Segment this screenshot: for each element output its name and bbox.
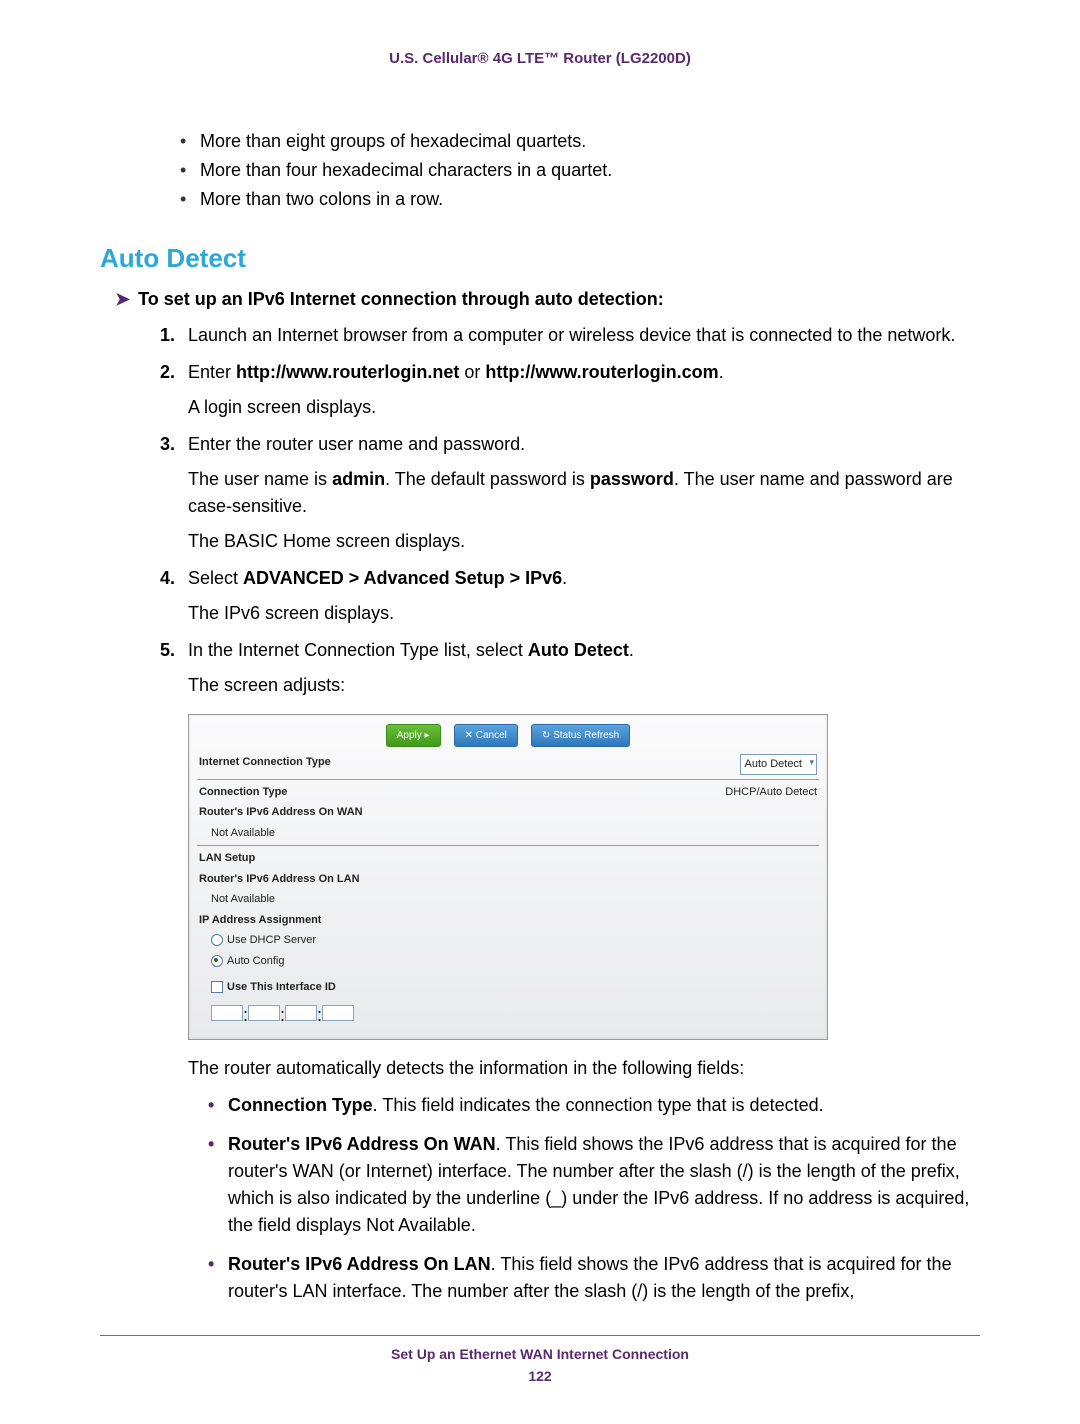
apply-button[interactable]: Apply ▸ <box>386 724 441 747</box>
dhcp-radio[interactable]: Use DHCP Server <box>211 932 316 949</box>
intro-bullet: More than eight groups of hexadecimal qu… <box>180 127 980 156</box>
lan-address-row: Router's IPv6 Address On LAN <box>189 869 827 890</box>
footer-rule <box>100 1335 980 1336</box>
field-name: Router's IPv6 Address On LAN <box>228 1254 491 1274</box>
arrow-icon: ➤ <box>115 289 130 309</box>
steps-list: Launch an Internet browser from a comput… <box>100 322 980 1305</box>
iface-id-input[interactable] <box>211 1005 243 1021</box>
radio-icon <box>211 934 223 946</box>
step-text: Enter <box>188 362 236 382</box>
use-interface-row: Use This Interface ID <box>189 977 827 998</box>
iface-id-input[interactable] <box>322 1005 354 1021</box>
ipv6-config-panel: Apply ▸ ✕ Cancel ↻ Status Refresh Intern… <box>188 714 828 1040</box>
field-desc-item: Connection Type. This field indicates th… <box>208 1092 980 1119</box>
step-text: . <box>629 640 634 660</box>
autoconfig-option-row: Auto Config <box>189 951 827 972</box>
autoconfig-label: Auto Config <box>227 955 284 967</box>
section-heading: Auto Detect <box>100 243 980 274</box>
dhcp-label: Use DHCP Server <box>227 934 316 946</box>
panel-toolbar: Apply ▸ ✕ Cancel ↻ Status Refresh <box>189 715 827 752</box>
footer-page-number: 122 <box>100 1368 980 1384</box>
intro-bullet: More than two colons in a row. <box>180 185 980 214</box>
lan-setup-row: LAN Setup <box>189 848 827 869</box>
footer-title: Set Up an Ethernet WAN Internet Connecti… <box>100 1346 980 1362</box>
interface-id-inputs: ::: <box>189 998 827 1039</box>
radio-checked-icon <box>211 955 223 967</box>
step-paragraph: The screen adjusts: <box>188 672 980 699</box>
step-3: Enter the router user name and password.… <box>160 431 980 555</box>
step-bold: ADVANCED > Advanced Setup > IPv6 <box>243 568 562 588</box>
iface-id-input[interactable] <box>248 1005 280 1021</box>
field-text: . This field indicates the connection ty… <box>373 1095 824 1115</box>
field-desc-item: Router's IPv6 Address On WAN. This field… <box>208 1131 980 1239</box>
step-paragraph: The user name is admin. The default pass… <box>188 466 980 520</box>
step-text: or <box>459 362 485 382</box>
ip-assignment-row: IP Address Assignment <box>189 910 827 931</box>
dhcp-option-row: Use DHCP Server <box>189 930 827 951</box>
field-name: Router's IPv6 Address On WAN <box>228 1134 496 1154</box>
instruction-lead-text: To set up an IPv6 Internet connection th… <box>138 289 664 309</box>
text: The user name is <box>188 469 332 489</box>
autoconfig-radio[interactable]: Auto Config <box>211 953 284 970</box>
step-5: In the Internet Connection Type list, se… <box>160 637 980 1305</box>
field-desc-item: Router's IPv6 Address On LAN. This field… <box>208 1251 980 1305</box>
step-bold: http://www.routerlogin.com <box>485 362 718 382</box>
use-interface-label: Use This Interface ID <box>227 981 336 993</box>
panel-divider <box>197 779 819 780</box>
step-text: Launch an Internet browser from a comput… <box>188 325 955 345</box>
lan-setup-label: LAN Setup <box>199 850 255 867</box>
connection-type-row: Connection Type DHCP/Auto Detect <box>189 782 827 803</box>
step-text: . <box>719 362 724 382</box>
intro-bullet-list: More than eight groups of hexadecimal qu… <box>100 127 980 213</box>
use-interface-checkbox[interactable]: Use This Interface ID <box>211 979 336 996</box>
ict-select[interactable]: Auto Detect <box>740 754 817 775</box>
step-text: In the Internet Connection Type list, se… <box>188 640 528 660</box>
lan-address-value: Not Available <box>189 889 827 910</box>
internet-connection-type-row: Internet Connection Type Auto Detect <box>189 752 827 777</box>
intro-bullet: More than four hexadecimal characters in… <box>180 156 980 185</box>
bold-text: password <box>590 469 674 489</box>
step-text: . <box>562 568 567 588</box>
step-bold: http://www.routerlogin.net <box>236 362 459 382</box>
not-available-text: Not Available <box>211 825 275 842</box>
step-paragraph: The BASIC Home screen displays. <box>188 528 980 555</box>
field-description-list: Connection Type. This field indicates th… <box>188 1092 980 1305</box>
status-refresh-button[interactable]: ↻ Status Refresh <box>531 724 630 747</box>
step-paragraph: A login screen displays. <box>188 394 980 421</box>
ip-assignment-label: IP Address Assignment <box>199 912 321 929</box>
wan-label: Router's IPv6 Address On WAN <box>199 804 363 821</box>
after-panel-text: The router automatically detects the inf… <box>188 1055 980 1082</box>
document-page: U.S. Cellular® 4G LTE™ Router (LG2200D) … <box>0 0 1080 1424</box>
step-text: Select <box>188 568 243 588</box>
step-2: Enter http://www.routerlogin.net or http… <box>160 359 980 421</box>
step-paragraph: The IPv6 screen displays. <box>188 600 980 627</box>
step-1: Launch an Internet browser from a comput… <box>160 322 980 349</box>
step-4: Select ADVANCED > Advanced Setup > IPv6.… <box>160 565 980 627</box>
page-header: U.S. Cellular® 4G LTE™ Router (LG2200D) <box>100 50 980 67</box>
field-name: Connection Type <box>228 1095 373 1115</box>
text: . The default password is <box>385 469 590 489</box>
checkbox-icon <box>211 981 223 993</box>
conn-type-label: Connection Type <box>199 784 287 801</box>
panel-divider <box>197 845 819 846</box>
lan-label: Router's IPv6 Address On LAN <box>199 871 360 888</box>
bold-text: admin <box>332 469 385 489</box>
iface-id-input[interactable] <box>285 1005 317 1021</box>
cancel-button[interactable]: ✕ Cancel <box>454 724 518 747</box>
not-available-text: Not Available <box>211 891 275 908</box>
conn-type-value: DHCP/Auto Detect <box>725 784 817 801</box>
step-text: Enter the router user name and password. <box>188 434 525 454</box>
step-bold: Auto Detect <box>528 640 629 660</box>
wan-address-row: Router's IPv6 Address On WAN <box>189 802 827 823</box>
instruction-lead: ➤ To set up an IPv6 Internet connection t… <box>115 289 980 310</box>
wan-address-value: Not Available <box>189 823 827 844</box>
ict-label: Internet Connection Type <box>199 754 331 775</box>
